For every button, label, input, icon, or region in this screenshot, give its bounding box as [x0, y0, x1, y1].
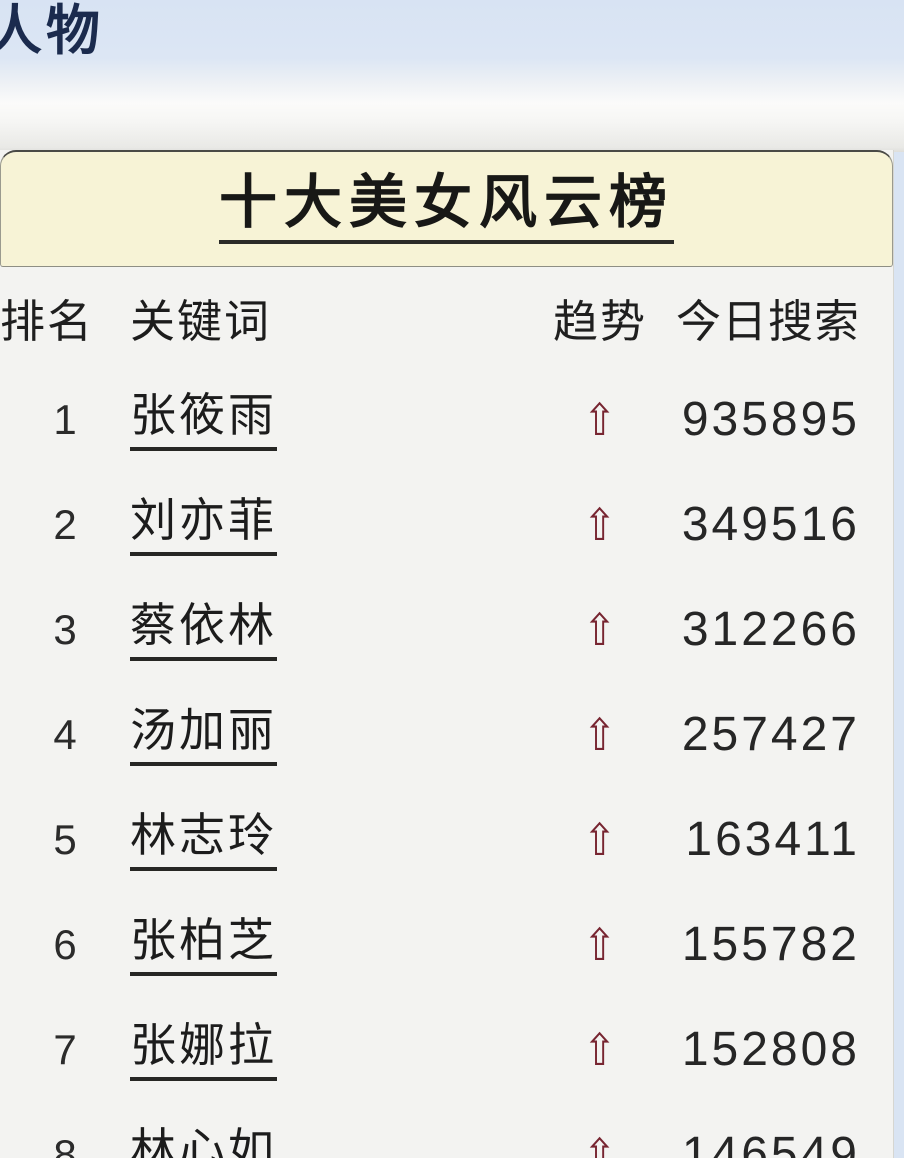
keyword-cell: 刘亦菲: [130, 493, 540, 556]
header-searches: 今日搜索: [675, 295, 860, 347]
trend-up-icon: ⇧: [582, 395, 618, 445]
table-row: 4 汤加丽 ⇧ 257427: [0, 682, 893, 787]
trend-cell: ⇧: [540, 919, 660, 971]
table-header-row: 排名 关键词 趋势 今日搜索: [0, 267, 893, 367]
table-row: 7 张娜拉 ⇧ 152808: [0, 997, 893, 1102]
header-rank: 排名: [0, 295, 95, 347]
keyword-link[interactable]: 张柏芝: [130, 917, 277, 976]
trend-up-icon: ⇧: [582, 815, 618, 865]
search-count: 257427: [681, 708, 860, 761]
ranking-rows: 1 张筱雨 ⇧ 935895 2 刘亦菲 ⇧ 349516 3 蔡依林 ⇧ 31…: [0, 367, 893, 1158]
trend-cell: ⇧: [540, 1129, 660, 1158]
keyword-link[interactable]: 张娜拉: [130, 1022, 277, 1081]
search-count: 152808: [681, 1023, 860, 1076]
search-count: 935895: [681, 393, 860, 446]
ranking-panel: 十大美女风云榜 排名 关键词 趋势 今日搜索 1 张筱雨 ⇧ 935895 2 …: [0, 150, 894, 1158]
rank-number: 8: [53, 1130, 77, 1158]
keyword-link[interactable]: 林心如: [130, 1127, 277, 1158]
rank-number: 1: [53, 395, 77, 443]
keyword-cell: 汤加丽: [130, 703, 540, 766]
rank-number: 6: [53, 920, 77, 968]
keyword-link[interactable]: 汤加丽: [130, 707, 277, 766]
top-header-strip: 人物: [0, 0, 904, 152]
keyword-cell: 张柏芝: [130, 913, 540, 976]
trend-cell: ⇧: [540, 499, 660, 551]
category-tab-people[interactable]: 人物: [0, 1, 104, 61]
ranking-title-link[interactable]: 十大美女风云榜: [218, 174, 674, 244]
table-row: 6 张柏芝 ⇧ 155782: [0, 892, 893, 997]
keyword-cell: 张娜拉: [130, 1018, 540, 1081]
rank-number: 4: [53, 710, 77, 758]
keyword-link[interactable]: 蔡依林: [130, 602, 277, 661]
keyword-cell: 林心如: [130, 1123, 540, 1158]
keyword-link[interactable]: 刘亦菲: [130, 497, 277, 556]
table-row: 5 林志玲 ⇧ 163411: [0, 787, 893, 892]
search-count: 155782: [681, 918, 860, 971]
keyword-cell: 蔡依林: [130, 598, 540, 661]
ranking-banner: 十大美女风云榜: [0, 150, 893, 267]
header-trend: 趋势: [552, 295, 647, 347]
keyword-link[interactable]: 张筱雨: [130, 392, 277, 451]
search-count: 312266: [681, 603, 860, 656]
header-keyword: 关键词: [130, 295, 272, 347]
trend-cell: ⇧: [540, 709, 660, 761]
trend-cell: ⇧: [540, 394, 660, 446]
table-row: 2 刘亦菲 ⇧ 349516: [0, 472, 893, 577]
trend-up-icon: ⇧: [582, 605, 618, 655]
trend-cell: ⇧: [540, 604, 660, 656]
trend-up-icon: ⇧: [582, 500, 618, 550]
keyword-cell: 林志玲: [130, 808, 540, 871]
table-row: 8 林心如 ⇧ 146549: [0, 1102, 893, 1158]
search-count: 146549: [681, 1128, 860, 1158]
ranking-table: 排名 关键词 趋势 今日搜索 1 张筱雨 ⇧ 935895 2 刘亦菲 ⇧ 34…: [0, 267, 893, 1158]
trend-up-icon: ⇧: [582, 920, 618, 970]
rank-number: 7: [53, 1025, 77, 1073]
trend-cell: ⇧: [540, 1024, 660, 1076]
keyword-link[interactable]: 林志玲: [130, 812, 277, 871]
rank-number: 3: [53, 605, 77, 653]
trend-up-icon: ⇧: [582, 710, 618, 760]
search-count: 163411: [685, 813, 860, 866]
keyword-cell: 张筱雨: [130, 388, 540, 451]
rank-number: 2: [53, 500, 77, 548]
rank-number: 5: [53, 815, 77, 863]
trend-up-icon: ⇧: [582, 1025, 618, 1075]
table-row: 1 张筱雨 ⇧ 935895: [0, 367, 893, 472]
trend-up-icon: ⇧: [582, 1130, 618, 1158]
search-count: 349516: [681, 498, 860, 551]
table-row: 3 蔡依林 ⇧ 312266: [0, 577, 893, 682]
trend-cell: ⇧: [540, 814, 660, 866]
